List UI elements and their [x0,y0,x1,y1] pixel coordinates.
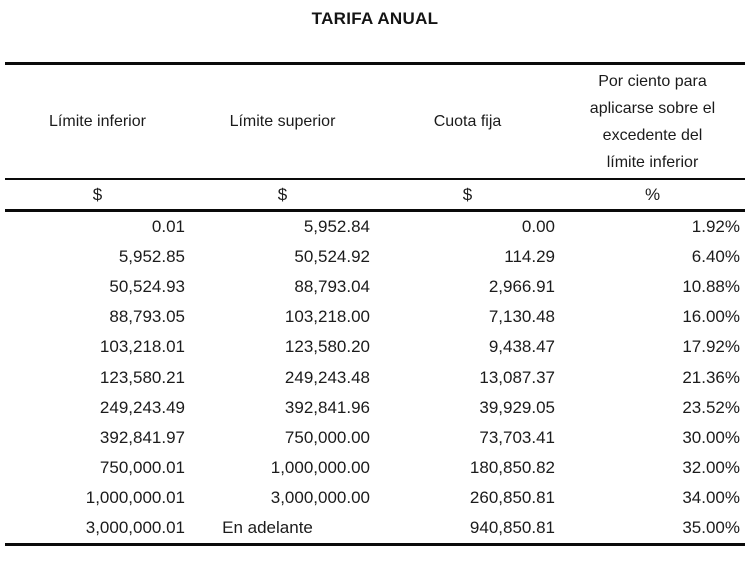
table-row: 5,952.85 50,524.92 114.29 6.40% [5,242,745,272]
cell-por-ciento: 17.92% [682,337,740,357]
col-header-label: Por ciento para aplicarse sobre el exced… [589,72,716,171]
unit-por-ciento: % [560,179,745,212]
cell-limite-inferior: 88,793.05 [109,307,185,327]
cell-limite-inferior: 123,580.21 [99,367,185,387]
cell-por-ciento: 16.00% [682,307,740,327]
cell-por-ciento: 35.00% [560,512,745,547]
cell-limite-inferior: 392,841.97 [99,427,185,447]
table-row: 103,218.01 123,580.20 9,438.47 17.92% [5,332,745,362]
cell-limite-inferior: 750,000.01 [99,457,185,477]
cell-cuota-fija: 940,850.81 [375,512,560,547]
cell-limite-superior: 750,000.00 [284,427,370,447]
table-row: 50,524.93 88,793.04 2,966.91 10.88% [5,272,745,302]
cell-cuota-fija: 9,438.47 [488,337,555,357]
unit-cuota-fija: $ [375,179,560,212]
col-header-limite-inferior: Límite inferior [5,62,190,180]
cell-cuota-fija: 0.00 [521,217,555,237]
cell-limite-superior: 1,000,000.00 [270,457,370,477]
cell-limite-superior: 392,841.96 [284,397,370,417]
col-header-limite-superior: Límite superior [190,62,375,180]
cell-cuota-fija: 39,929.05 [479,397,555,417]
cell-limite-superior: 88,793.04 [294,277,370,297]
cell-limite-superior: 249,243.48 [284,367,370,387]
cell-limite-inferior: 1,000,000.01 [85,487,185,507]
cell-limite-inferior: 50,524.93 [109,277,185,297]
cell-limite-inferior: 103,218.01 [99,337,185,357]
cell-cuota-fija: 13,087.37 [479,367,555,387]
unit-limite-inferior: $ [5,179,190,212]
cell-limite-superior: 50,524.92 [294,247,370,267]
cell-por-ciento: 21.36% [682,367,740,387]
table-row: 0.01 5,952.84 0.00 1.92% [5,211,745,243]
col-header-label: Límite superior [229,113,336,130]
unit-limite-superior: $ [190,179,375,212]
cell-limite-superior: 5,952.84 [303,217,370,237]
cell-limite-superior: 103,218.00 [284,307,370,327]
cell-cuota-fija: 260,850.81 [469,487,555,507]
cell-por-ciento: 10.88% [682,277,740,297]
cell-por-ciento: 1.92% [691,217,740,237]
cell-limite-inferior: 0.01 [151,217,185,237]
cell-limite-inferior: 5,952.85 [118,247,185,267]
cell-cuota-fija: 114.29 [504,247,555,267]
cell-limite-superior: En adelante [190,512,375,547]
table-row: 123,580.21 249,243.48 13,087.37 21.36% [5,362,745,392]
col-header-por-ciento-excedente: Por ciento para aplicarse sobre el exced… [560,62,745,180]
page-title: TARIFA ANUAL [311,9,439,28]
col-header-label: Cuota fija [433,113,502,130]
cell-limite-inferior: 3,000,000.01 [5,512,190,547]
table-row: 392,841.97 750,000.00 73,703.41 30.00% [5,423,745,453]
table-row: 1,000,000.01 3,000,000.00 260,850.81 34.… [5,483,745,513]
cell-por-ciento: 32.00% [682,457,740,477]
table-row: 249,243.49 392,841.96 39,929.05 23.52% [5,393,745,423]
units-row: $ $ $ % [5,179,745,212]
cell-por-ciento: 23.52% [682,397,740,417]
cell-por-ciento: 30.00% [682,427,740,447]
header-row: Límite inferior Límite superior Cuota fi… [5,62,745,180]
table-row: 88,793.05 103,218.00 7,130.48 16.00% [5,302,745,332]
cell-por-ciento: 6.40% [691,247,740,267]
cell-cuota-fija: 7,130.48 [488,307,555,327]
col-header-label: Límite inferior [49,113,146,130]
cell-limite-superior: 123,580.20 [284,337,370,357]
cell-cuota-fija: 73,703.41 [479,427,555,447]
cell-por-ciento: 34.00% [682,487,740,507]
cell-limite-inferior: 249,243.49 [99,397,185,417]
cell-cuota-fija: 2,966.91 [488,277,555,297]
col-header-cuota-fija: Cuota fija [375,62,560,180]
cell-limite-superior: 3,000,000.00 [270,487,370,507]
tarifa-anual-table: Límite inferior Límite superior Cuota fi… [5,62,745,547]
table-row: 750,000.01 1,000,000.00 180,850.82 32.00… [5,453,745,483]
cell-cuota-fija: 180,850.82 [469,457,555,477]
table-row: 3,000,000.01 En adelante 940,850.81 35.0… [5,512,745,547]
